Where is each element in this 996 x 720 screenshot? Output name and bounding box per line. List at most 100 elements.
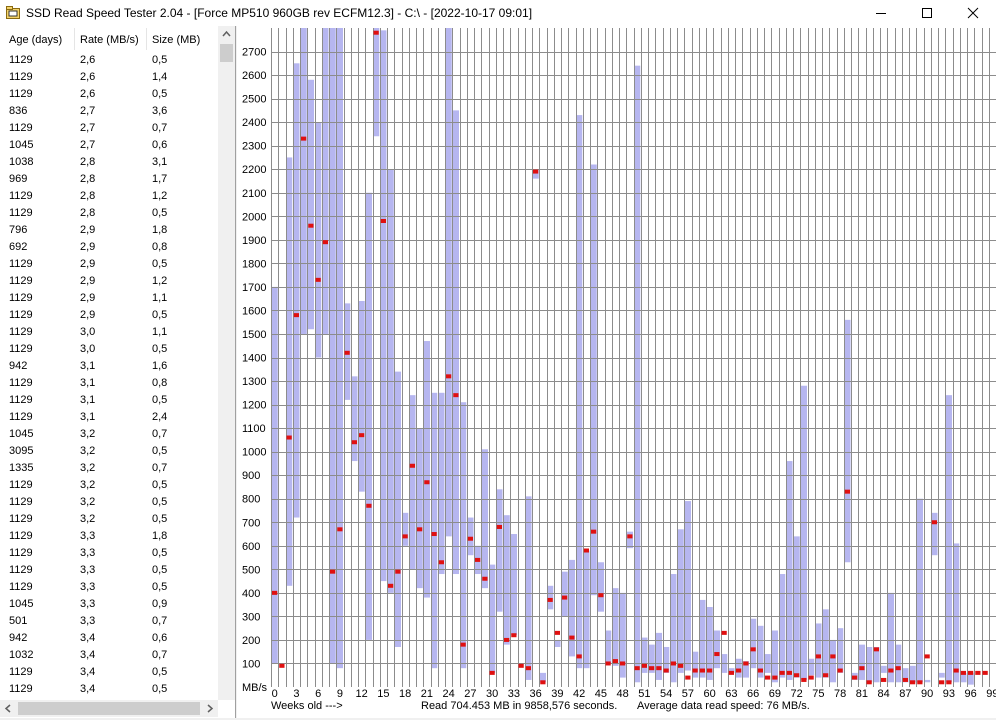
column-divider[interactable] bbox=[74, 28, 75, 50]
rate-cell: 3,1 bbox=[80, 394, 96, 406]
list-row[interactable]: 796 2,9 1,8 bbox=[0, 222, 218, 239]
range-bar bbox=[757, 625, 764, 678]
list-row[interactable]: 1129 2,6 0,5 bbox=[0, 86, 218, 103]
list-row[interactable]: 942 3,4 0,6 bbox=[0, 630, 218, 647]
list-row[interactable]: 1129 2,9 0,5 bbox=[0, 307, 218, 324]
mean-marker bbox=[395, 569, 401, 574]
file-list-panel: Age (days) Rate (MB/s) Size (MB) 1129 2,6… bbox=[0, 26, 236, 718]
list-row[interactable]: 1045 3,3 0,9 bbox=[0, 596, 218, 613]
scroll-right-arrow-icon[interactable] bbox=[201, 700, 218, 717]
y-tick-label: 2500 bbox=[242, 94, 266, 106]
y-tick-label: 1000 bbox=[242, 447, 266, 459]
list-row[interactable]: 1129 2,6 1,4 bbox=[0, 69, 218, 86]
read-speed-chart: 1002003004005006007008009001000110012001… bbox=[242, 28, 996, 698]
mean-marker bbox=[576, 654, 582, 659]
list-row[interactable]: 1129 3,2 0,5 bbox=[0, 494, 218, 511]
size-cell: 3,6 bbox=[152, 105, 168, 117]
mean-marker bbox=[583, 548, 589, 553]
list-row[interactable]: 1032 3,4 0,7 bbox=[0, 647, 218, 664]
list-row[interactable]: 1129 3,1 0,5 bbox=[0, 392, 218, 409]
list-row[interactable]: 1129 3,3 0,5 bbox=[0, 579, 218, 596]
list-row[interactable]: 1129 3,0 1,1 bbox=[0, 324, 218, 341]
list-row[interactable]: 1129 3,2 0,5 bbox=[0, 477, 218, 494]
range-bar bbox=[605, 630, 612, 664]
column-header-rate[interactable]: Rate (MB/s) bbox=[80, 34, 139, 46]
mean-marker bbox=[902, 677, 908, 682]
size-cell: 1,8 bbox=[152, 530, 168, 542]
list-row[interactable]: 1129 3,1 0,8 bbox=[0, 375, 218, 392]
size-cell: 0,5 bbox=[152, 666, 168, 678]
list-row[interactable]: 1129 2,7 0,7 bbox=[0, 120, 218, 137]
list-row[interactable]: 969 2,8 1,7 bbox=[0, 171, 218, 188]
size-cell: 1,7 bbox=[152, 173, 168, 185]
mean-marker bbox=[554, 630, 560, 635]
horizontal-scrollbar[interactable] bbox=[0, 700, 218, 717]
mean-marker bbox=[627, 534, 633, 539]
list-row[interactable]: 1129 3,0 0,5 bbox=[0, 341, 218, 358]
y-tick-label: 1600 bbox=[242, 305, 266, 317]
list-row[interactable]: 1129 2,9 0,5 bbox=[0, 256, 218, 273]
size-cell: 0,9 bbox=[152, 598, 168, 610]
list-row[interactable]: 1045 3,2 0,7 bbox=[0, 426, 218, 443]
column-divider[interactable] bbox=[146, 28, 147, 50]
x-tick-label: 39 bbox=[551, 688, 563, 698]
list-row[interactable]: 1129 2,8 1,2 bbox=[0, 188, 218, 205]
age-cell: 1129 bbox=[9, 71, 33, 83]
size-cell: 0,5 bbox=[152, 479, 168, 491]
size-cell: 0,8 bbox=[152, 377, 168, 389]
y-tick-label: 2000 bbox=[242, 211, 266, 223]
range-bar bbox=[858, 644, 865, 680]
vertical-scroll-thumb[interactable] bbox=[220, 44, 233, 62]
range-bar bbox=[706, 606, 713, 680]
list-row[interactable]: 1129 2,9 1,1 bbox=[0, 290, 218, 307]
column-header-size[interactable]: Size (MB) bbox=[152, 34, 201, 46]
age-cell: 1129 bbox=[9, 207, 33, 219]
list-row[interactable]: 1129 3,3 0,5 bbox=[0, 545, 218, 562]
vertical-scrollbar[interactable] bbox=[218, 26, 235, 700]
horizontal-scroll-thumb[interactable] bbox=[18, 702, 200, 715]
list-row[interactable]: 1045 2,7 0,6 bbox=[0, 137, 218, 154]
scroll-up-arrow-icon[interactable] bbox=[218, 26, 235, 43]
age-cell: 1129 bbox=[9, 326, 33, 338]
mean-marker bbox=[910, 680, 916, 685]
mean-marker bbox=[960, 670, 966, 675]
minimize-button[interactable] bbox=[858, 0, 904, 26]
list-row[interactable]: 501 3,3 0,7 bbox=[0, 613, 218, 630]
list-row[interactable]: 1129 3,4 0,5 bbox=[0, 681, 218, 698]
x-tick-label: 36 bbox=[530, 688, 542, 698]
size-cell: 0,5 bbox=[152, 343, 168, 355]
close-button[interactable] bbox=[950, 0, 996, 26]
column-header-age[interactable]: Age (days) bbox=[9, 34, 63, 46]
mean-marker bbox=[801, 677, 807, 682]
list-row[interactable]: 1129 3,3 0,5 bbox=[0, 562, 218, 579]
age-cell: 3095 bbox=[9, 445, 34, 457]
list-row[interactable]: 942 3,1 1,6 bbox=[0, 358, 218, 375]
list-row[interactable]: 1129 2,8 0,5 bbox=[0, 205, 218, 222]
x-tick-label: 15 bbox=[377, 688, 389, 698]
mean-marker bbox=[620, 661, 626, 666]
list-row[interactable]: 1129 2,9 1,2 bbox=[0, 273, 218, 290]
list-row[interactable]: 1335 3,2 0,7 bbox=[0, 460, 218, 477]
list-row[interactable]: 3095 3,2 0,5 bbox=[0, 443, 218, 460]
scroll-left-arrow-icon[interactable] bbox=[0, 700, 17, 717]
list-row[interactable]: 1129 3,2 0,5 bbox=[0, 511, 218, 528]
chart-footer: Weeks old ---> Read 704.453 MB in 9858,5… bbox=[237, 698, 996, 718]
list-row[interactable]: 1129 2,6 0,5 bbox=[0, 52, 218, 69]
list-row[interactable]: 1129 3,4 0,5 bbox=[0, 664, 218, 681]
mean-marker bbox=[308, 223, 314, 228]
size-cell: 0,5 bbox=[152, 258, 168, 270]
mean-marker bbox=[598, 593, 604, 598]
list-row[interactable]: 1129 3,3 1,8 bbox=[0, 528, 218, 545]
mean-marker bbox=[569, 635, 575, 640]
mean-marker bbox=[286, 435, 292, 440]
list-row[interactable]: 692 2,9 0,8 bbox=[0, 239, 218, 256]
list-row[interactable]: 1129 3,1 2,4 bbox=[0, 409, 218, 426]
mean-marker bbox=[968, 670, 974, 675]
mean-marker bbox=[366, 503, 372, 508]
list-row[interactable]: 1038 2,8 3,1 bbox=[0, 154, 218, 171]
maximize-button[interactable] bbox=[904, 0, 950, 26]
mean-marker bbox=[656, 666, 662, 671]
list-row[interactable]: 836 2,7 3,6 bbox=[0, 103, 218, 120]
x-tick-label: 3 bbox=[293, 688, 299, 698]
range-bar bbox=[779, 574, 786, 678]
